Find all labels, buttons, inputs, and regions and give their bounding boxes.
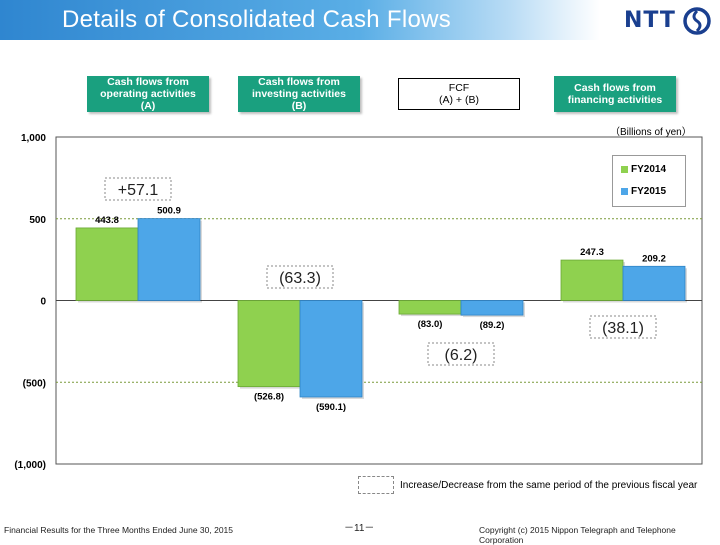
chart-legend: FY2014 FY2015: [612, 155, 686, 207]
header-investing-line3: (B): [291, 100, 307, 112]
ntt-logo: NTT: [624, 6, 714, 38]
bar-fy2014-1: [237, 300, 301, 388]
y-tick-label: 500: [29, 215, 46, 226]
logo-text: NTT: [624, 8, 676, 33]
bar-fy2015-3: [622, 265, 686, 301]
footer-copyright: Copyright (c) 2015 Nippon Telegraph and …: [479, 525, 676, 545]
y-tick-label: (1,000): [14, 460, 46, 471]
label-layer: 1,000 500 0 (500) (1,000) 443.8 500.9 (526.8) (5…: [14, 133, 666, 471]
bar-fy2015-2: [460, 300, 524, 316]
header-fcf: FCF (A) + (B): [398, 78, 520, 110]
data-label: 443.8: [95, 215, 119, 226]
data-label: (590.1): [316, 402, 346, 413]
note-text: Increase/Decrease from the same period o…: [400, 480, 698, 491]
legend-swatch-fy2015: [621, 188, 628, 195]
header-operating-line2: operating activities: [100, 88, 196, 100]
footer-page-number: －11－: [344, 523, 375, 534]
header-financing-line2: financing activities: [567, 94, 663, 106]
change-label: (38.1): [602, 320, 644, 337]
legend-swatch-fy2014: [621, 166, 628, 173]
change-box: [266, 265, 334, 289]
bar-fy2014-0: [75, 227, 139, 301]
bar-fy2014-2: [398, 300, 462, 315]
data-label: 247.3: [580, 247, 604, 258]
title-banner: Details of Consolidated Cash Flows: [0, 0, 600, 40]
legend-item-fy2014: FY2014: [621, 164, 666, 175]
bar-fy2015-1: [299, 300, 363, 398]
header-investing-line2: investing activities: [252, 88, 346, 100]
y-tick-label: 0: [40, 297, 46, 308]
unit-label: （Billions of yen）: [610, 127, 692, 138]
page-title: Details of Consolidated Cash Flows: [62, 6, 452, 33]
change-box: [589, 315, 657, 339]
legend-label-fy2014: FY2014: [631, 164, 667, 175]
change-box: [427, 342, 495, 366]
header-financing-activities: Cash flows from financing activities: [554, 76, 676, 112]
ntt-logo-icon: [683, 7, 711, 35]
header-fcf-line1: FCF: [448, 82, 470, 94]
note-dashed-box: [358, 476, 394, 494]
header-investing-line1: Cash flows from: [258, 76, 340, 88]
y-tick-label: (500): [23, 378, 46, 389]
header-operating-activities: Cash flows from operating activities (A): [87, 76, 209, 112]
header-fcf-line2: (A) + (B): [439, 94, 479, 106]
header-financing-line1: Cash flows from: [574, 82, 656, 94]
change-label: +57.1: [118, 182, 159, 199]
data-label: (83.0): [418, 319, 443, 330]
change-box: [104, 177, 172, 201]
legend-label-fy2015: FY2015: [631, 186, 667, 197]
header-operating-line3: (A): [140, 100, 156, 112]
change-label: (6.2): [445, 347, 478, 364]
change-label: (63.3): [279, 270, 321, 287]
data-label: 500.9: [157, 206, 181, 217]
y-tick-label: 1,000: [21, 133, 46, 144]
bar-layer: [75, 218, 687, 399]
data-label: (89.2): [480, 320, 505, 331]
data-label: (526.8): [254, 392, 284, 403]
data-label: 209.2: [642, 253, 666, 264]
bar-fy2014-3: [560, 259, 624, 301]
bar-fy2015-0: [137, 218, 201, 301]
legend-item-fy2015: FY2015: [621, 186, 666, 197]
header-operating-line1: Cash flows from: [107, 76, 189, 88]
header-investing-activities: Cash flows from investing activities (B): [238, 76, 360, 112]
footer-left: Financial Results for the Three Months E…: [4, 525, 234, 535]
